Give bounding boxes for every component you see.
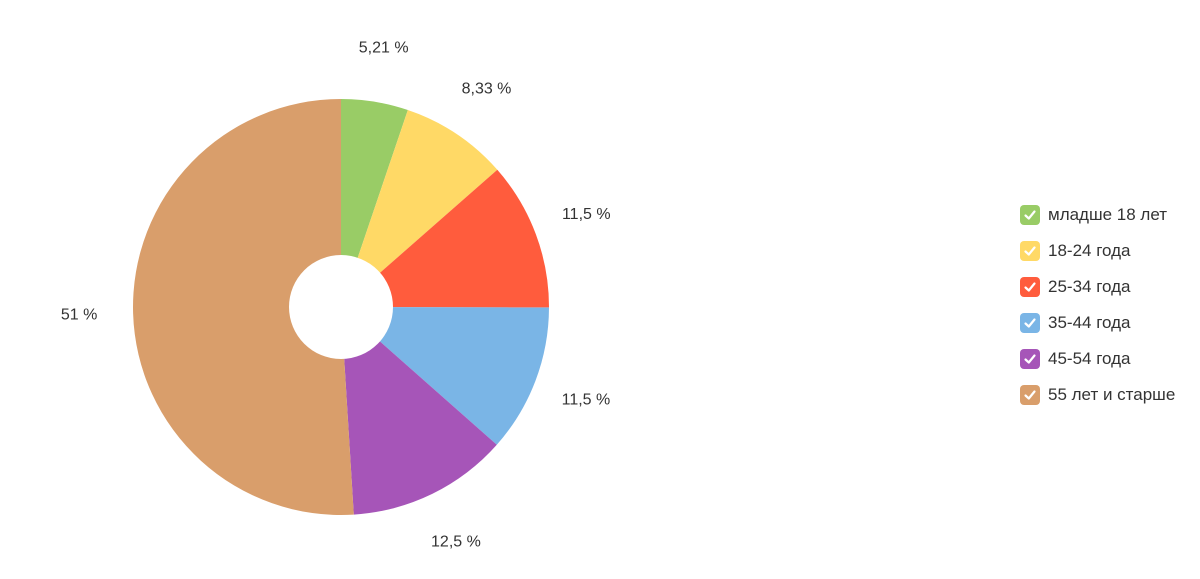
legend-item-35-44[interactable]: 35-44 года (1020, 305, 1175, 341)
donut-hole (289, 255, 393, 359)
legend-item-under-18[interactable]: младше 18 лет (1020, 197, 1175, 233)
legend-item-45-54[interactable]: 45-54 года (1020, 341, 1175, 377)
pie-slice-25-34[interactable] (341, 169, 549, 308)
legend-label: 35-44 года (1048, 313, 1131, 332)
legend-label: 25-34 года (1048, 277, 1131, 296)
legend-label: 45-54 года (1048, 349, 1131, 368)
chart-legend: младше 18 лет 18-24 года 25-34 года 35-4… (1020, 197, 1175, 413)
legend-label: 55 лет и старше (1048, 385, 1176, 404)
pie-slice-35-44[interactable] (341, 307, 549, 445)
checkmark-icon (1020, 349, 1040, 369)
legend-item-55-plus[interactable]: 55 лет и старше (1020, 377, 1175, 413)
pie-slice-45-54[interactable] (341, 307, 497, 515)
legend-label: 18-24 года (1048, 241, 1131, 260)
pie-slice-under-18[interactable] (341, 99, 408, 307)
checkmark-icon (1020, 205, 1040, 225)
slice-value-label-35-44: 11,5 % (562, 391, 611, 408)
legend-item-25-34[interactable]: 25-34 года (1020, 269, 1175, 305)
pie-slice-18-24[interactable] (341, 110, 498, 308)
legend-label: младше 18 лет (1048, 205, 1168, 224)
checkmark-icon (1020, 277, 1040, 297)
pie-slices (133, 99, 549, 515)
slice-labels: 5,21 % 8,33 % 11,5 % 11,5 % 12,5 % 51 % (61, 40, 611, 551)
slice-value-label-45-54: 12,5 % (431, 534, 481, 551)
pie-slice-55-plus[interactable] (133, 99, 354, 515)
checkmark-icon (1020, 385, 1040, 405)
legend-item-18-24[interactable]: 18-24 года (1020, 233, 1175, 269)
slice-value-label-18-24: 8,33 % (462, 80, 512, 97)
slice-value-label-55-plus: 51 % (61, 306, 97, 323)
slice-value-label-under-18: 5,21 % (359, 40, 409, 57)
slice-value-label-25-34: 11,5 % (562, 206, 611, 223)
checkmark-icon (1020, 313, 1040, 333)
checkmark-icon (1020, 241, 1040, 261)
